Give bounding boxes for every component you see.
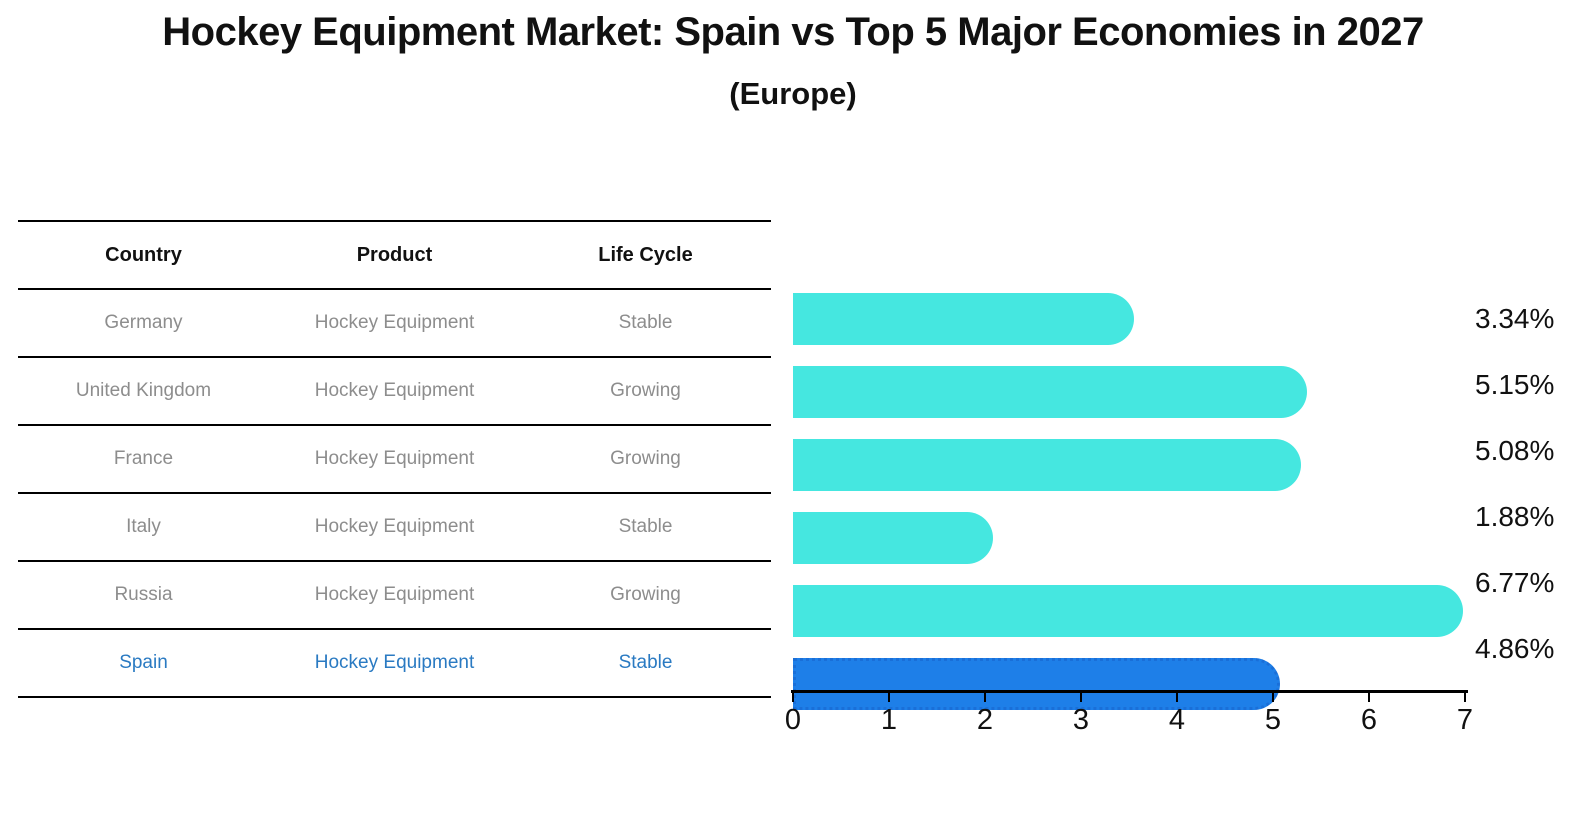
- cell-lifecycle: Growing: [610, 448, 681, 469]
- cell-product: Hockey Equipment: [314, 584, 475, 605]
- table-row: Germany Hockey Equipment Stable: [18, 290, 771, 358]
- x-axis-tick: [1080, 692, 1082, 702]
- cell-lifecycle: Stable: [618, 652, 673, 673]
- x-axis-tick-label: 1: [880, 704, 898, 736]
- bar-row: [793, 439, 1465, 505]
- x-axis-tick: [1176, 692, 1178, 702]
- cell-lifecycle: Growing: [610, 380, 681, 401]
- bar-row: [793, 366, 1465, 432]
- cell-product: Hockey Equipment: [314, 380, 475, 401]
- chart-subtitle: (Europe): [729, 76, 857, 111]
- x-axis-tick: [792, 692, 794, 702]
- bar-row: [793, 658, 1465, 724]
- bar-row: [793, 585, 1465, 651]
- table-row: Spain Hockey Equipment Stable: [18, 630, 771, 698]
- table-body: Germany Hockey Equipment Stable United K…: [18, 290, 771, 698]
- cell-product: Hockey Equipment: [314, 448, 475, 469]
- bar-row: [793, 512, 1465, 578]
- x-axis-tick: [1272, 692, 1274, 702]
- bar-france: [793, 439, 1301, 491]
- bar-value-label: 6.77%: [1475, 567, 1555, 598]
- bar-germany: [793, 293, 1134, 345]
- bar-value-label: 1.88%: [1475, 501, 1555, 532]
- x-axis-tick-label: 2: [976, 704, 994, 736]
- cell-country: Germany: [104, 312, 183, 333]
- cell-country: Spain: [119, 652, 168, 673]
- x-axis-tick: [888, 692, 890, 702]
- bar-value-label: 4.86%: [1475, 633, 1555, 664]
- x-axis-tick: [1368, 692, 1370, 702]
- bar-row: [793, 293, 1465, 359]
- bar-plot: [793, 286, 1465, 724]
- cell-product: Hockey Equipment: [314, 312, 475, 333]
- cell-country: France: [113, 448, 174, 469]
- table-header-row: Country Product Life Cycle: [18, 220, 771, 290]
- x-axis-tick-label: 7: [1456, 704, 1474, 736]
- table-header-country: Country: [105, 243, 182, 266]
- table-header-product: Product: [356, 243, 433, 266]
- cell-lifecycle: Stable: [618, 516, 673, 537]
- cell-product: Hockey Equipment: [314, 516, 475, 537]
- x-axis-tick-label: 3: [1072, 704, 1090, 736]
- x-axis-tick-label: 0: [784, 704, 802, 736]
- bar-spain: [793, 658, 1280, 710]
- cell-country: Russia: [114, 584, 173, 605]
- cell-product: Hockey Equipment: [314, 652, 475, 673]
- table-row: United Kingdom Hockey Equipment Growing: [18, 358, 771, 426]
- table-header-lifecycle: Life Cycle: [598, 243, 693, 266]
- bar-united-kingdom: [793, 366, 1308, 418]
- table-row: France Hockey Equipment Growing: [18, 426, 771, 494]
- x-axis-tick-label: 5: [1264, 704, 1282, 736]
- table-row: Italy Hockey Equipment Stable: [18, 494, 771, 562]
- bar-italy: [793, 512, 994, 564]
- x-axis-tick: [1464, 692, 1466, 702]
- bar-value-label: 5.08%: [1475, 435, 1555, 466]
- x-axis-tick-label: 4: [1168, 704, 1186, 736]
- x-axis-tick-label: 6: [1360, 704, 1378, 736]
- bar-russia: [793, 585, 1463, 637]
- bar-value-label: 5.15%: [1475, 369, 1555, 400]
- cell-country: Italy: [126, 516, 161, 537]
- x-axis-tick: [984, 692, 986, 702]
- bar-value-label: 3.34%: [1475, 303, 1555, 334]
- x-axis-line: [791, 690, 1468, 693]
- x-axis-ticks: [792, 692, 1466, 704]
- cell-lifecycle: Growing: [610, 584, 681, 605]
- chart-title: Hockey Equipment Market: Spain vs Top 5 …: [162, 10, 1424, 54]
- value-labels: 3.34% 5.15% 5.08% 1.88% 6.77% 4.86%: [1475, 286, 1554, 682]
- cell-lifecycle: Stable: [618, 312, 673, 333]
- cell-country: United Kingdom: [75, 380, 212, 401]
- x-axis-tick-labels: 0 1 2 3 4 5 6 7: [785, 704, 1473, 744]
- summary-table: Country Product Life Cycle Germany Hocke…: [18, 220, 771, 698]
- table-row: Russia Hockey Equipment Growing: [18, 562, 771, 630]
